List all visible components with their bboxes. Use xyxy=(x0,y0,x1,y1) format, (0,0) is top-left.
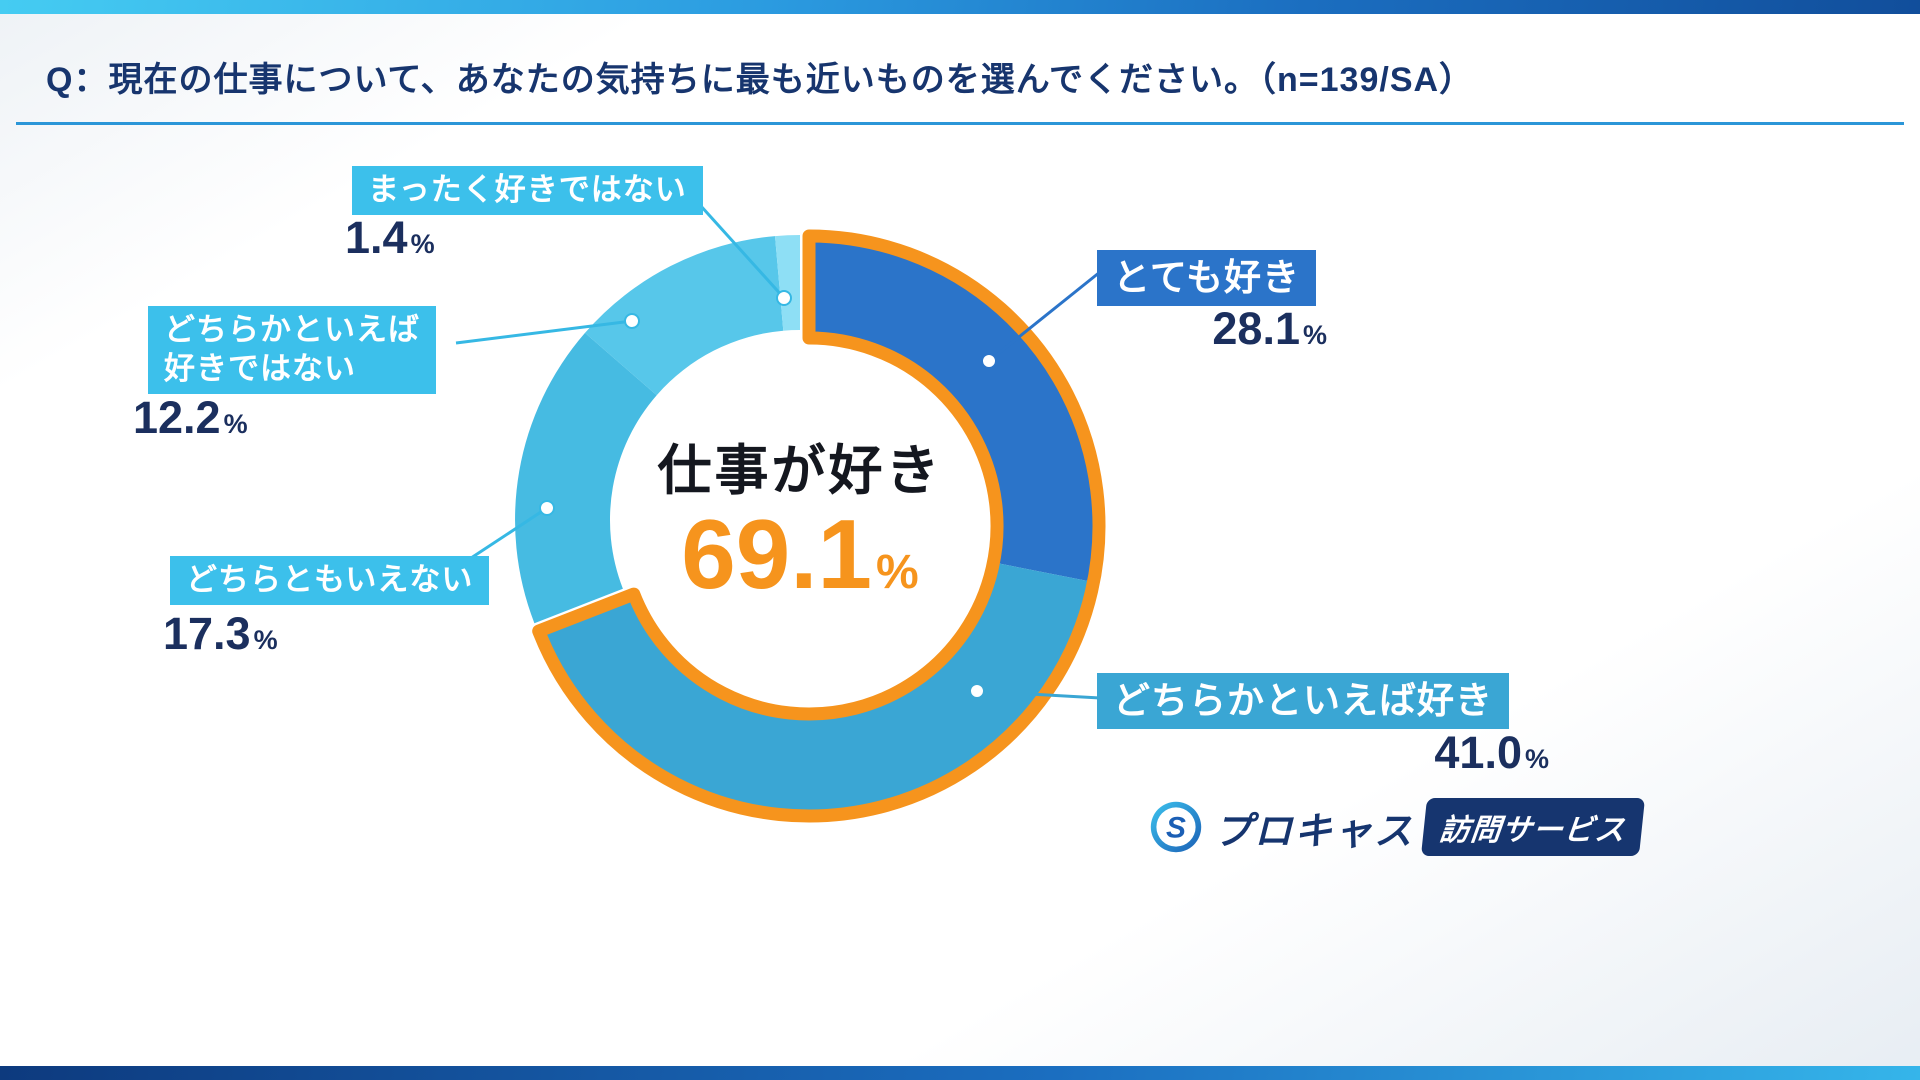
donut-segment-3 xyxy=(515,332,657,624)
value-somewhat-dislike: 12.2% xyxy=(133,392,248,443)
donut-center-label: 仕事が好き xyxy=(657,441,943,501)
label-chip-very-like: とても好き xyxy=(1097,250,1317,307)
callout-dot-3 xyxy=(539,500,555,516)
procas-s-icon: S xyxy=(1150,801,1202,853)
top-accent-strip xyxy=(0,0,1920,14)
callout-dot-2 xyxy=(969,683,985,699)
label-chip-somewhat-dislike: どちらかといえば 好きではない xyxy=(148,306,436,394)
svg-text:S: S xyxy=(1166,811,1186,844)
callout-line-3 xyxy=(467,506,548,562)
value-very-like: 28.1% xyxy=(1212,303,1327,354)
highlight-arc xyxy=(532,229,1106,823)
callout-dot-4 xyxy=(624,313,640,329)
bottom-accent-strip xyxy=(0,1066,1920,1080)
label-chip-neutral: どちらともいえない xyxy=(170,556,490,605)
brand-service-badge: 訪問サービス xyxy=(1420,798,1646,856)
callout-dot-1 xyxy=(981,353,997,369)
brand-logo: S プロキャス 訪問サービス xyxy=(1148,798,1646,856)
label-chip-strong-dislike: まったく好きではない xyxy=(352,166,703,215)
brand-name: プロキャス xyxy=(1214,810,1415,853)
callout-line-1 xyxy=(988,270,1101,363)
label-chip-somewhat-like: どちらかといえば好き xyxy=(1097,673,1509,730)
callout-line-2 xyxy=(976,689,1101,700)
survey-question: Q：現在の仕事について、あなたの気持ちに最も近いものを選んでください。（n=13… xyxy=(46,61,1475,99)
header-divider xyxy=(16,122,1904,125)
value-strong-dislike: 1.4% xyxy=(345,212,435,263)
donut-segment-2 xyxy=(538,562,1094,816)
callout-line-5 xyxy=(698,203,786,300)
donut-segment-1 xyxy=(809,236,1099,583)
callout-line-4 xyxy=(455,319,633,345)
callout-dot-5 xyxy=(776,290,792,306)
donut-segment-4 xyxy=(585,236,784,396)
value-neutral: 17.3% xyxy=(163,608,278,659)
value-somewhat-like: 41.0% xyxy=(1434,727,1549,778)
donut-center-value: 69.1% xyxy=(681,499,919,609)
donut-segment-5 xyxy=(775,235,800,331)
